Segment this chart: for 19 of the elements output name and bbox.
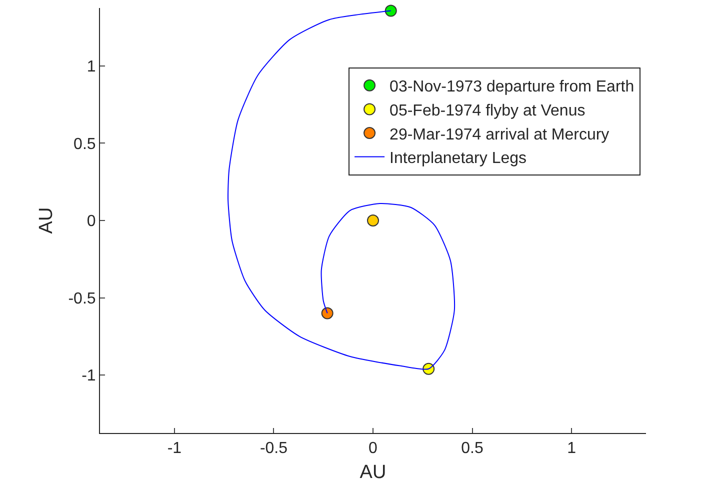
x-tick-label: 1 xyxy=(567,440,576,458)
x-axis-title: AU xyxy=(360,462,386,483)
y-tick-label: -1 xyxy=(82,368,96,385)
y-tick-label: -0.5 xyxy=(68,290,96,308)
x-tick-label: -0.5 xyxy=(260,440,288,458)
legend-label: 03-Nov-1973 departure from Earth xyxy=(390,78,634,96)
y-tick-label: 1 xyxy=(86,58,96,76)
point xyxy=(384,4,397,17)
y-tick-label: 0.5 xyxy=(74,136,96,153)
point xyxy=(367,214,379,226)
x-tick-label: 0.5 xyxy=(461,440,484,458)
point xyxy=(321,307,334,320)
y-tick-label: 0 xyxy=(86,213,96,230)
legend-label: 29-Mar-1974 arrival at Mercury xyxy=(390,126,610,144)
legend-label: 05-Feb-1974 flyby at Venus xyxy=(390,102,586,120)
y-axis-title: AU xyxy=(36,207,58,234)
x-tick-label: 0 xyxy=(368,440,378,458)
legend-label: Interplanetary Legs xyxy=(390,150,527,168)
x-tick-label: -1 xyxy=(167,440,182,458)
